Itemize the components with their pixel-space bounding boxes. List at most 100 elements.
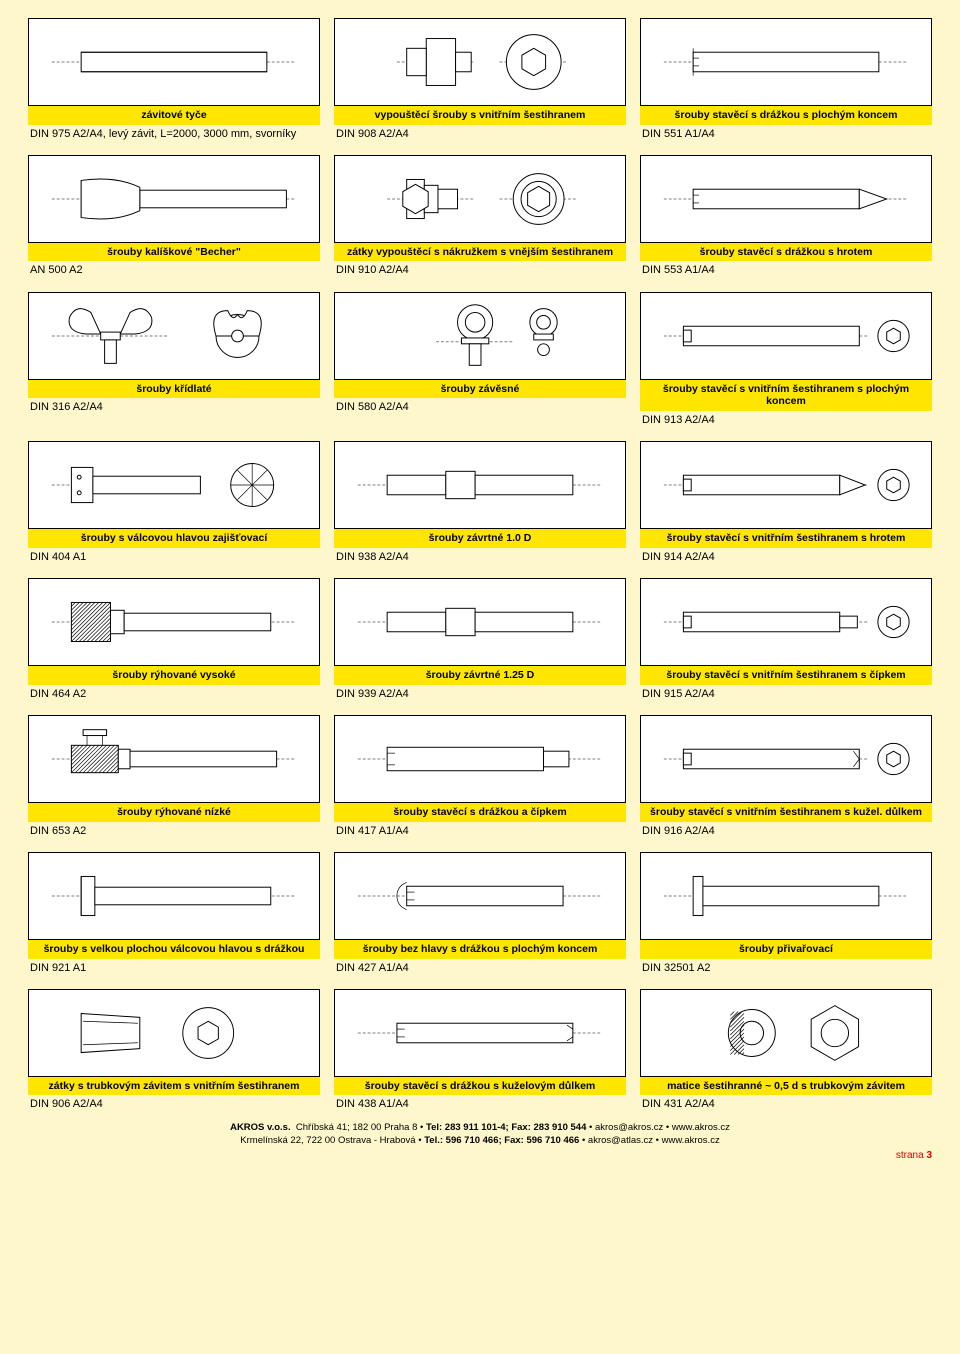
product-title: zátky vypouštěcí s nákružkem s vnějším š… <box>334 243 626 262</box>
product-drawing <box>334 852 626 940</box>
product-drawing <box>28 441 320 529</box>
catalog-card: šrouby stavěcí s vnitřním šestihranem s … <box>640 292 932 427</box>
catalog-card: šrouby s velkou plochou válcovou hlavou … <box>28 852 320 975</box>
product-code: DIN 553 A1/A4 <box>640 261 932 277</box>
product-title: šrouby kalíškové "Becher" <box>28 243 320 262</box>
product-title: šrouby stavěcí s vnitřním šestihranem s … <box>640 380 932 411</box>
product-drawing <box>640 715 932 803</box>
product-code: AN 500 A2 <box>28 261 320 277</box>
catalog-card: šrouby stavěcí s vnitřním šestihranem s … <box>640 578 932 701</box>
catalog-card: vypouštěcí šrouby s vnitřním šestihranem… <box>334 18 626 141</box>
product-code: DIN 913 A2/A4 <box>640 411 932 427</box>
catalog-card: šrouby bez hlavy s drážkou s plochým kon… <box>334 852 626 975</box>
product-code: DIN 908 A2/A4 <box>334 125 626 141</box>
product-title: šrouby závěsné <box>334 380 626 399</box>
product-title: šrouby stavěcí s vnitřním šestihranem s … <box>640 666 932 685</box>
product-code: DIN 417 A1/A4 <box>334 822 626 838</box>
product-drawing <box>334 578 626 666</box>
product-title: šrouby stavěcí s drážkou s plochým konce… <box>640 106 932 125</box>
product-title: šrouby s válcovou hlavou zajišťovací <box>28 529 320 548</box>
product-title: šrouby s velkou plochou válcovou hlavou … <box>28 940 320 959</box>
product-code: DIN 316 A2/A4 <box>28 398 320 414</box>
product-drawing <box>640 292 932 380</box>
product-drawing <box>28 715 320 803</box>
product-title: šrouby rýhované vysoké <box>28 666 320 685</box>
product-code: DIN 32501 A2 <box>640 959 932 975</box>
product-drawing <box>640 155 932 243</box>
page-footer: AKROS v.o.s. Chříbská 41; 182 00 Praha 8… <box>28 1122 932 1163</box>
catalog-card: šrouby závěsnéDIN 580 A2/A4 <box>334 292 626 427</box>
product-code: DIN 404 A1 <box>28 548 320 564</box>
product-code: DIN 427 A1/A4 <box>334 959 626 975</box>
catalog-card: šrouby stavěcí s drážkou s kuželovým důl… <box>334 989 626 1112</box>
product-title: zátky s trubkovým závitem s vnitřním šes… <box>28 1077 320 1096</box>
catalog-card: zátky s trubkovým závitem s vnitřním šes… <box>28 989 320 1112</box>
catalog-card: šrouby stavěcí s vnitřním šestihranem s … <box>640 715 932 838</box>
product-drawing <box>334 989 626 1077</box>
catalog-card: šrouby křídlatéDIN 316 A2/A4 <box>28 292 320 427</box>
product-code: DIN 438 A1/A4 <box>334 1095 626 1111</box>
product-code: DIN 653 A2 <box>28 822 320 838</box>
product-title: vypouštěcí šrouby s vnitřním šestihranem <box>334 106 626 125</box>
catalog-card: šrouby přivařovacíDIN 32501 A2 <box>640 852 932 975</box>
product-code: DIN 916 A2/A4 <box>640 822 932 838</box>
product-drawing <box>640 852 932 940</box>
product-title: šrouby přivařovací <box>640 940 932 959</box>
catalog-card: šrouby stavěcí s vnitřním šestihranem s … <box>640 441 932 564</box>
product-title: šrouby stavěcí s vnitřním šestihranem s … <box>640 529 932 548</box>
product-code: DIN 938 A2/A4 <box>334 548 626 564</box>
product-code: DIN 921 A1 <box>28 959 320 975</box>
product-drawing <box>640 441 932 529</box>
product-title: matice šestihranné ~ 0,5 d s trubkovým z… <box>640 1077 932 1096</box>
catalog-card: zátky vypouštěcí s nákružkem s vnějším š… <box>334 155 626 278</box>
product-drawing <box>28 989 320 1077</box>
product-code: DIN 975 A2/A4, levý závit, L=2000, 3000 … <box>28 125 320 141</box>
catalog-card: šrouby kalíškové "Becher"AN 500 A2 <box>28 155 320 278</box>
footer-line-1: AKROS v.o.s. Chříbská 41; 182 00 Praha 8… <box>28 1122 932 1135</box>
product-code: DIN 906 A2/A4 <box>28 1095 320 1111</box>
catalog-card: šrouby závrtné 1.25 DDIN 939 A2/A4 <box>334 578 626 701</box>
product-drawing <box>28 292 320 380</box>
catalog-card: šrouby s válcovou hlavou zajišťovacíDIN … <box>28 441 320 564</box>
product-drawing <box>640 578 932 666</box>
catalog-card: matice šestihranné ~ 0,5 d s trubkovým z… <box>640 989 932 1112</box>
product-title: šrouby bez hlavy s drážkou s plochým kon… <box>334 940 626 959</box>
product-title: šrouby závrtné 1.0 D <box>334 529 626 548</box>
catalog-grid: závitové tyčeDIN 975 A2/A4, levý závit, … <box>28 18 932 1112</box>
footer-line-2: Krmelínská 22, 722 00 Ostrava - Hrabová … <box>28 1135 932 1148</box>
product-title: závitové tyče <box>28 106 320 125</box>
product-code: DIN 915 A2/A4 <box>640 685 932 701</box>
page-number: strana 3 <box>28 1149 932 1163</box>
product-code: DIN 464 A2 <box>28 685 320 701</box>
product-drawing <box>334 292 626 380</box>
product-drawing <box>640 18 932 106</box>
product-code: DIN 551 A1/A4 <box>640 125 932 141</box>
product-title: šrouby křídlaté <box>28 380 320 399</box>
product-title: šrouby závrtné 1.25 D <box>334 666 626 685</box>
product-code: DIN 910 A2/A4 <box>334 261 626 277</box>
product-code: DIN 914 A2/A4 <box>640 548 932 564</box>
product-drawing <box>334 18 626 106</box>
catalog-card: šrouby stavěcí s drážkou s hrotemDIN 553… <box>640 155 932 278</box>
catalog-card: šrouby stavěcí s drážkou s plochým konce… <box>640 18 932 141</box>
product-code: DIN 939 A2/A4 <box>334 685 626 701</box>
catalog-card: závitové tyčeDIN 975 A2/A4, levý závit, … <box>28 18 320 141</box>
product-title: šrouby stavěcí s drážkou s kuželovým důl… <box>334 1077 626 1096</box>
product-code: DIN 431 A2/A4 <box>640 1095 932 1111</box>
product-drawing <box>28 852 320 940</box>
product-drawing <box>28 18 320 106</box>
catalog-card: šrouby závrtné 1.0 DDIN 938 A2/A4 <box>334 441 626 564</box>
catalog-card: šrouby rýhované vysokéDIN 464 A2 <box>28 578 320 701</box>
product-title: šrouby rýhované nízké <box>28 803 320 822</box>
product-drawing <box>28 578 320 666</box>
catalog-card: šrouby stavěcí s drážkou a čípkemDIN 417… <box>334 715 626 838</box>
product-drawing <box>640 989 932 1077</box>
product-drawing <box>334 155 626 243</box>
product-drawing <box>28 155 320 243</box>
product-title: šrouby stavěcí s drážkou a čípkem <box>334 803 626 822</box>
product-drawing <box>334 441 626 529</box>
product-title: šrouby stavěcí s drážkou s hrotem <box>640 243 932 262</box>
catalog-card: šrouby rýhované nízkéDIN 653 A2 <box>28 715 320 838</box>
product-drawing <box>334 715 626 803</box>
product-code: DIN 580 A2/A4 <box>334 398 626 414</box>
